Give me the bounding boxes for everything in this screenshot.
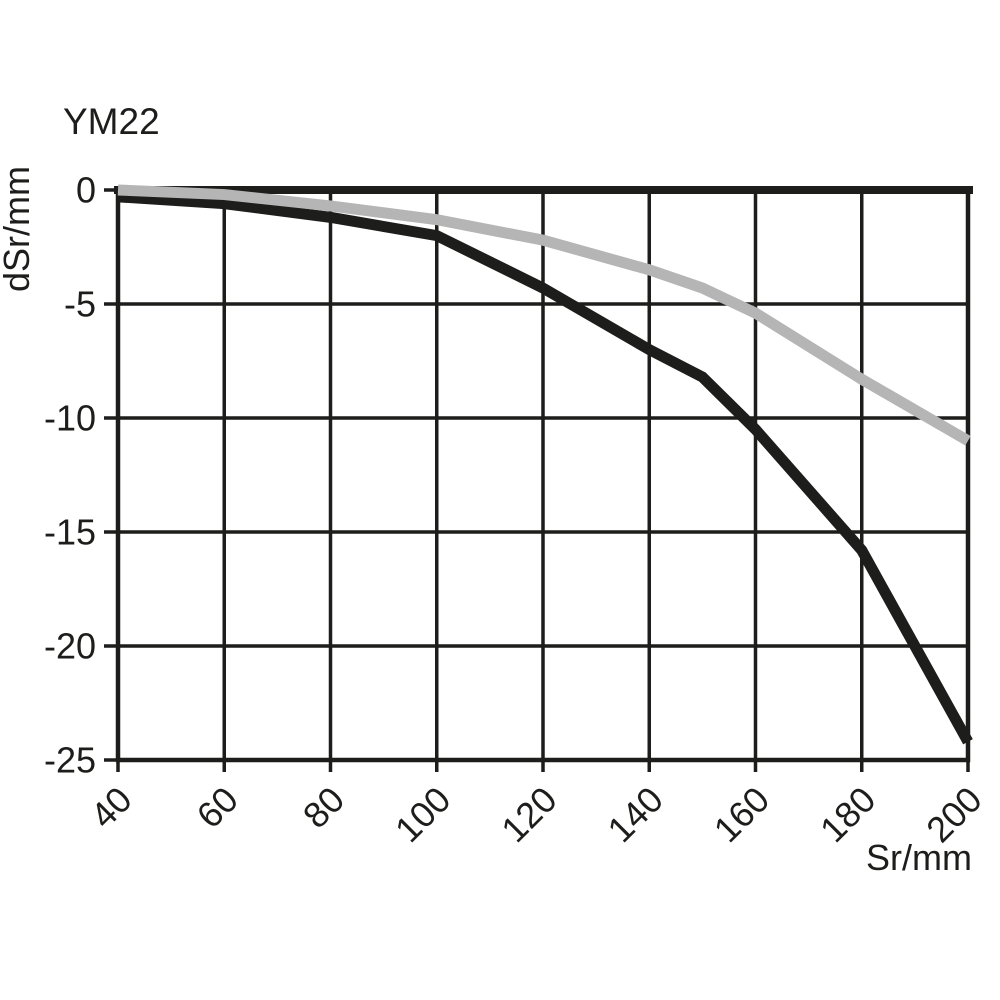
x-tick-label: 40: [82, 779, 139, 836]
y-tick-label: -5: [64, 284, 96, 325]
curves: [117, 184, 973, 745]
y-axis-label: dSr/mm: [0, 166, 37, 292]
plot-border: [114, 186, 973, 763]
x-tick-label: 160: [706, 779, 777, 850]
y-tick-label: -10: [44, 398, 96, 439]
x-tick-label: 100: [387, 779, 458, 850]
y-tick-label: 0: [76, 170, 96, 211]
x-tick-label: 140: [599, 779, 670, 850]
chart-title: YM22: [63, 101, 160, 142]
y-tick-label: -25: [44, 740, 96, 781]
gray-curve: [117, 184, 971, 446]
black-curve: [117, 191, 973, 745]
x-tick-label: 60: [189, 779, 246, 836]
y-tick-label: -15: [44, 512, 96, 553]
x-tick-label: 120: [493, 779, 564, 850]
y-tick-label: -20: [44, 626, 96, 667]
x-tick-label: 80: [295, 779, 352, 836]
grid: [104, 188, 970, 772]
x-axis-label: Sr/mm: [866, 837, 972, 878]
